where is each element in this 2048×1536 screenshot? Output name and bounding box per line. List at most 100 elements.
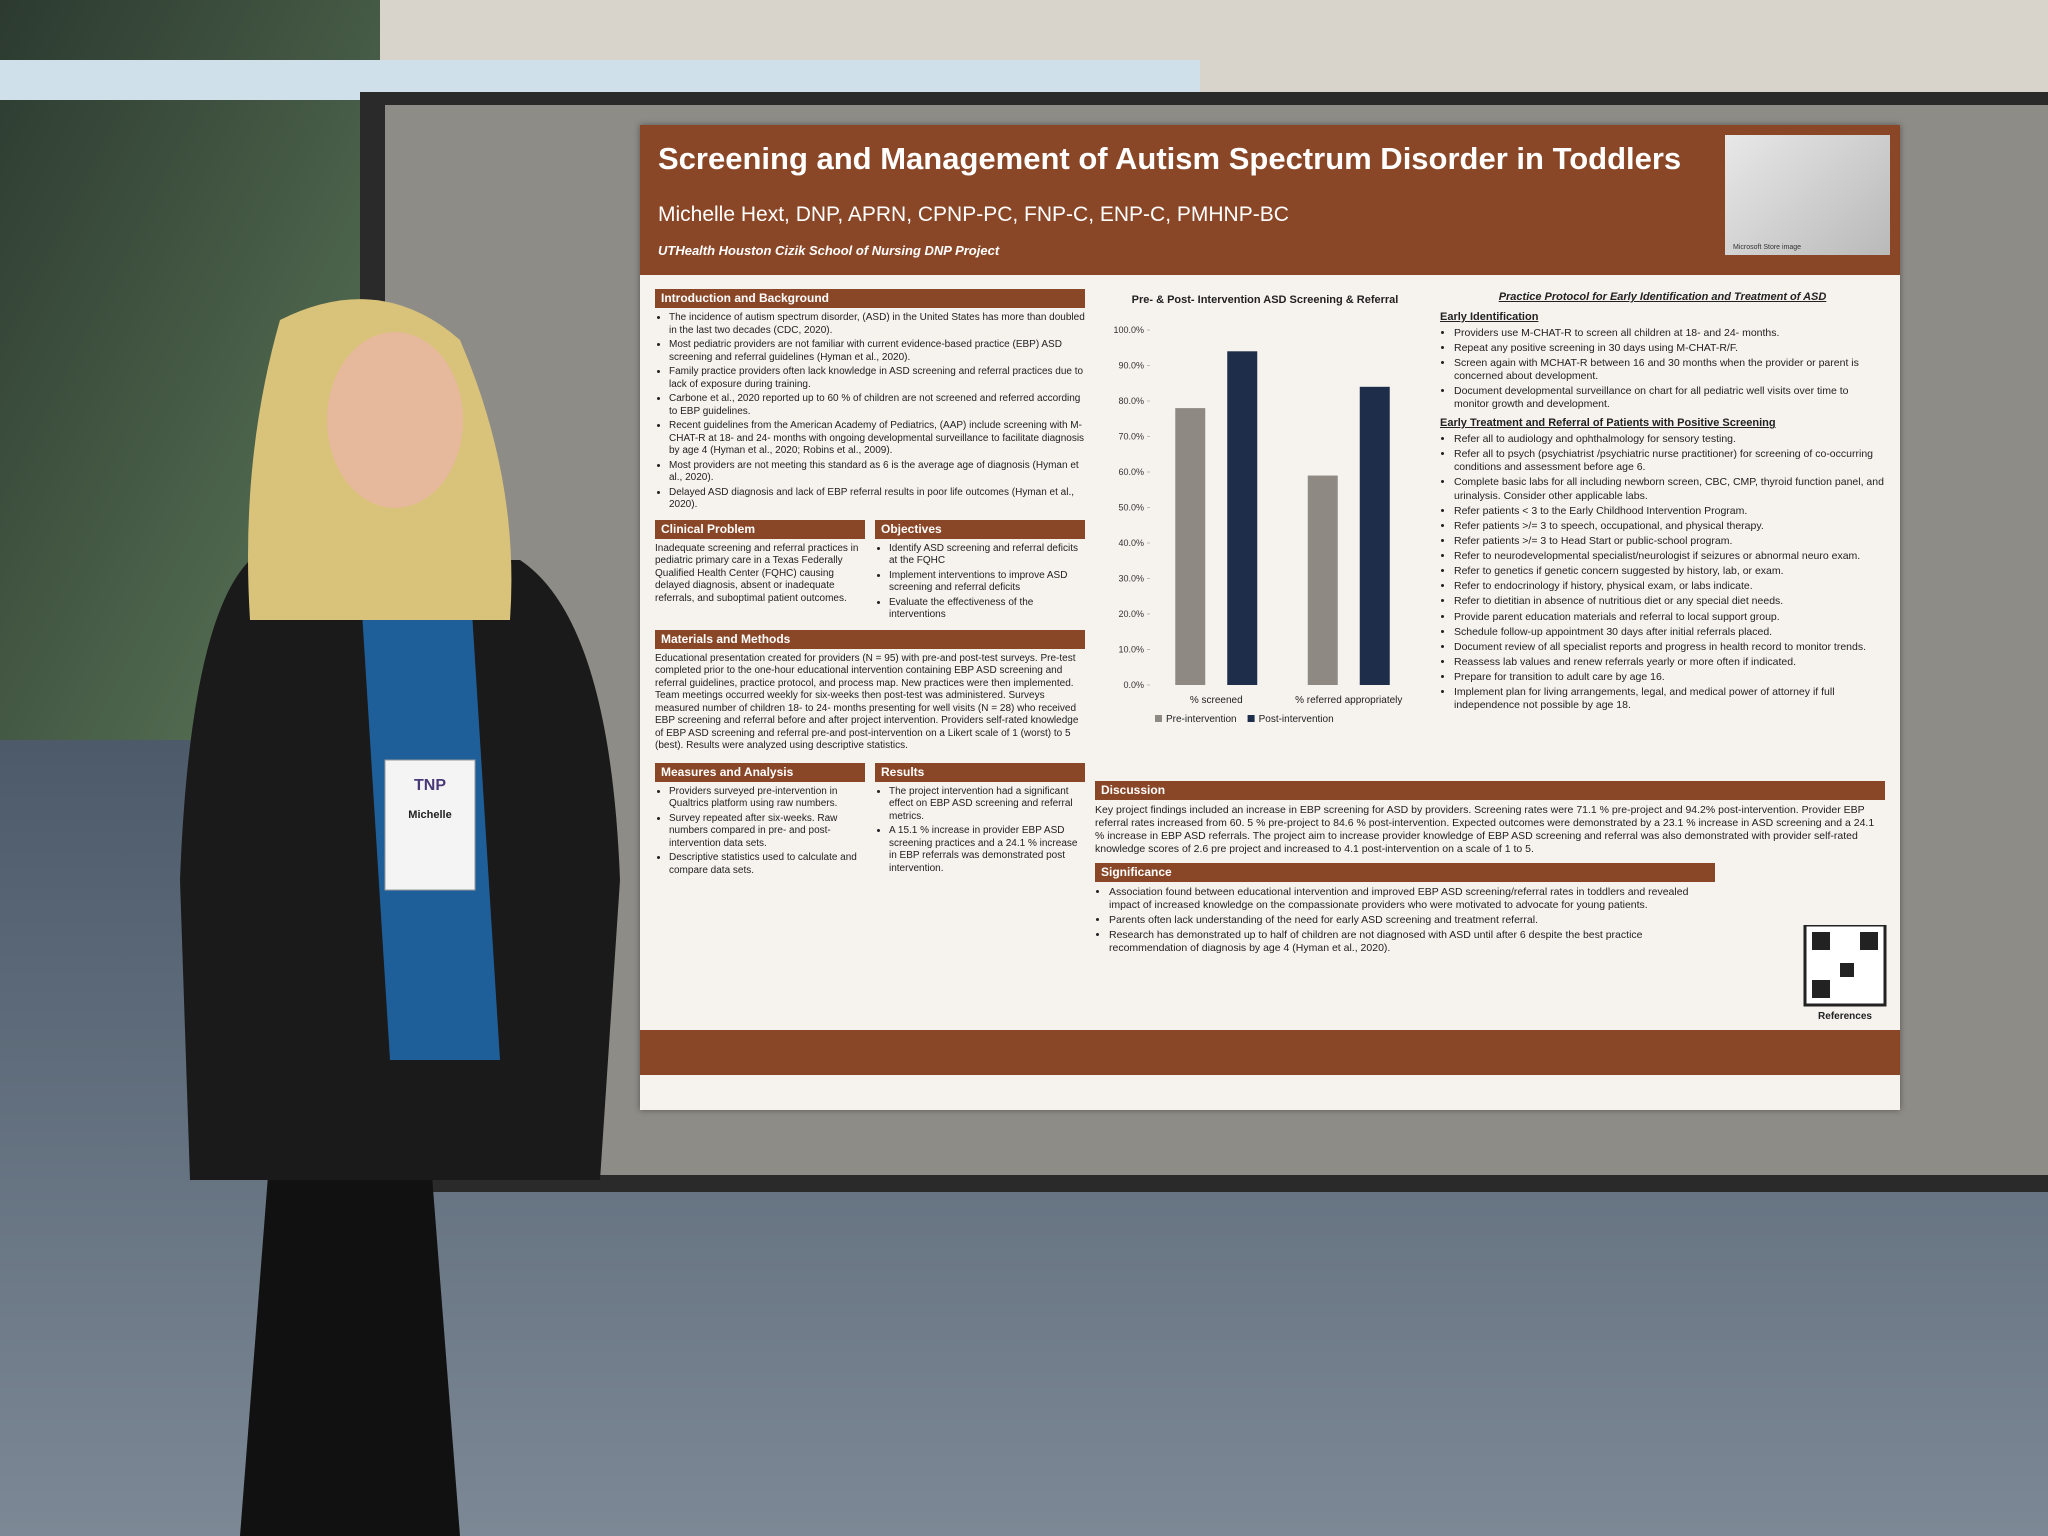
- list-item: Identify ASD screening and referral defi…: [889, 543, 1085, 568]
- list-item: Most providers are not meeting this stan…: [669, 460, 1085, 485]
- list-item: The project intervention had a significa…: [889, 786, 1085, 824]
- poster: Screening and Management of Autism Spect…: [640, 125, 1900, 1110]
- objectives: Objectives Identify ASD screening and re…: [875, 514, 1085, 624]
- list-item: Refer all to audiology and ophthalmology…: [1454, 433, 1885, 446]
- badge-logo: TNP: [414, 777, 446, 794]
- section-text: Educational presentation created for pro…: [655, 652, 1079, 752]
- intro-list: The incidence of autism spectrum disorde…: [655, 312, 1085, 512]
- list-item: Family practice providers often lack kno…: [669, 366, 1085, 391]
- bottom-right: Discussion Key project findings included…: [1095, 775, 1885, 957]
- legend-swatch: [1247, 715, 1255, 722]
- list-item: Screen again with MCHAT-R between 16 and…: [1454, 357, 1885, 383]
- list-item: Document review of all specialist report…: [1454, 641, 1885, 654]
- section-text: Inadequate screening and referral practi…: [655, 542, 859, 604]
- legend-label: Post-intervention: [1259, 714, 1334, 725]
- left-column: Introduction and Background The incidenc…: [655, 283, 1085, 879]
- y-tick-label: 100.0%: [1113, 325, 1144, 335]
- list-item: Complete basic labs for all including ne…: [1454, 476, 1885, 502]
- y-tick-label: 70.0%: [1118, 432, 1144, 442]
- subheading: Early Treatment and Referral of Patients…: [1440, 417, 1776, 430]
- section-heading: Discussion: [1095, 781, 1885, 800]
- qr-marker: [1812, 980, 1830, 998]
- y-tick-label: 90.0%: [1118, 361, 1144, 371]
- person-legs: [240, 1150, 460, 1536]
- list-item: Association found between educational in…: [1109, 886, 1715, 912]
- right-column: Practice Protocol for Early Identificati…: [1440, 285, 1885, 714]
- bar: [1175, 408, 1206, 685]
- poster-header: Screening and Management of Autism Spect…: [640, 125, 1900, 275]
- clinical-problem: Clinical Problem Inadequate screening an…: [655, 514, 865, 624]
- y-tick-label: 20.0%: [1118, 609, 1144, 619]
- list-item: Providers use M-CHAT-R to screen all chi…: [1454, 327, 1885, 340]
- subheading: Early Identification: [1440, 310, 1539, 323]
- list-item: The incidence of autism spectrum disorde…: [669, 312, 1085, 337]
- list-item: Most pediatric providers are not familia…: [669, 339, 1085, 364]
- list-item: Provide parent education materials and r…: [1454, 611, 1885, 624]
- results: Results The project intervention had a s…: [875, 757, 1085, 880]
- list-item: Document developmental surveillance on c…: [1454, 385, 1885, 411]
- list-item: Implement interventions to improve ASD s…: [889, 570, 1085, 595]
- bar: [1227, 351, 1258, 685]
- qr-block: References: [1803, 925, 1887, 1022]
- section-heading: Materials and Methods: [655, 629, 1085, 649]
- bar: [1359, 386, 1390, 685]
- chart: Pre- & Post- Intervention ASD Screening …: [1113, 294, 1402, 725]
- list-item: Refer to genetics if genetic concern sug…: [1454, 565, 1885, 578]
- treatment-list: Refer all to audiology and ophthalmology…: [1440, 433, 1885, 712]
- row: Clinical Problem Inadequate screening an…: [655, 514, 1085, 624]
- list-item: Descriptive statistics used to calculate…: [669, 852, 865, 877]
- list-item: Recent guidelines from the American Acad…: [669, 420, 1085, 458]
- list-item: Refer to neurodevelopmental specialist/n…: [1454, 550, 1885, 563]
- badge: [384, 759, 476, 891]
- chart-title: Pre- & Post- Intervention ASD Screening …: [1132, 294, 1399, 306]
- list-item: Evaluate the effectiveness of the interv…: [889, 597, 1085, 622]
- footer-band: [640, 1030, 1900, 1075]
- references-label: References: [1818, 1011, 1872, 1022]
- badge-name: Michelle: [408, 809, 451, 821]
- significance: Significance Association found between e…: [1095, 862, 1715, 956]
- y-tick-label: 10.0%: [1118, 645, 1144, 655]
- list-item: Refer patients >/= 3 to speech, occupati…: [1454, 520, 1885, 533]
- list-item: Refer patients >/= 3 to Head Start or pu…: [1454, 535, 1885, 548]
- qr-marker: [1812, 932, 1830, 950]
- person-face: [327, 332, 463, 508]
- results-list: The project intervention had a significa…: [875, 786, 1085, 876]
- y-tick-label: 40.0%: [1118, 538, 1144, 548]
- poster-author: Michelle Hext, DNP, APRN, CPNP-PC, FNP-C…: [658, 203, 1289, 226]
- y-tick-label: 50.0%: [1118, 503, 1144, 513]
- list-item: Survey repeated after six-weeks. Raw num…: [669, 813, 865, 851]
- qr-marker: [1860, 932, 1878, 950]
- x-tick-label: % referred appropriately: [1295, 695, 1402, 706]
- list-item: Carbone et al., 2020 reported up to 60 %…: [669, 393, 1085, 418]
- y-tick-label: 0.0%: [1123, 680, 1144, 690]
- y-tick-label: 80.0%: [1118, 396, 1144, 406]
- list-item: A 15.1 % increase in provider EBP ASD sc…: [889, 825, 1085, 875]
- image-caption: Microsoft Store image: [1733, 244, 1802, 251]
- list-item: Delayed ASD diagnosis and lack of EBP re…: [669, 487, 1085, 512]
- section-text: Key project findings included an increas…: [1095, 804, 1875, 856]
- legend-label: Pre-intervention: [1166, 714, 1237, 725]
- list-item: Parents often lack understanding of the …: [1109, 914, 1715, 927]
- list-item: Refer patients < 3 to the Early Childhoo…: [1454, 505, 1885, 518]
- objectives-list: Identify ASD screening and referral defi…: [875, 543, 1085, 622]
- section-heading: Significance: [1095, 862, 1715, 882]
- y-tick-label: 30.0%: [1118, 574, 1144, 584]
- x-tick-label: % screened: [1190, 695, 1243, 706]
- protocol-heading: Practice Protocol for Early Identificati…: [1498, 291, 1827, 303]
- poster-title: Screening and Management of Autism Spect…: [658, 141, 1682, 176]
- section-heading: Measures and Analysis: [655, 762, 865, 782]
- list-item: Prepare for transition to adult care by …: [1454, 671, 1885, 684]
- row: Measures and Analysis Providers surveyed…: [655, 757, 1085, 880]
- list-item: Repeat any positive screening in 30 days…: [1454, 342, 1885, 355]
- section-heading: Results: [875, 762, 1085, 782]
- list-item: Refer all to psych (psychiatrist /psychi…: [1454, 448, 1885, 474]
- qr-marker: [1840, 963, 1854, 977]
- section-heading: Introduction and Background: [655, 289, 1085, 308]
- legend-swatch: [1155, 715, 1162, 722]
- list-item: Providers surveyed pre-intervention in Q…: [669, 786, 865, 811]
- list-item: Research has demonstrated up to half of …: [1109, 929, 1715, 955]
- measures: Measures and Analysis Providers surveyed…: [655, 757, 865, 880]
- bar: [1307, 475, 1338, 685]
- list-item: Refer to dietitian in absence of nutriti…: [1454, 595, 1885, 608]
